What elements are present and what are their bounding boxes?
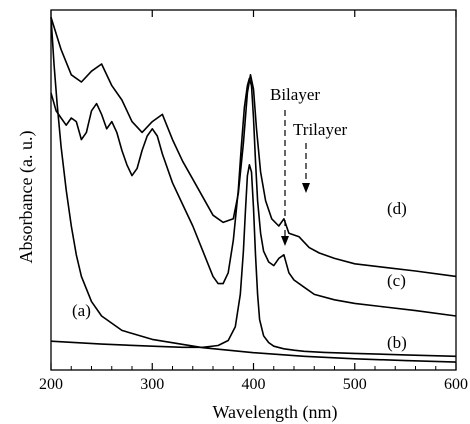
- series-b-line: [50, 164, 457, 358]
- x-tick-label: 500: [343, 376, 367, 393]
- x-axis-ticks: 200 300 400 500 600: [39, 10, 468, 393]
- series-d-line: [50, 16, 457, 278]
- x-tick-label: 600: [444, 376, 468, 393]
- x-tick-label: 300: [140, 376, 164, 393]
- annotation-trilayer: Trilayer: [293, 120, 347, 139]
- annotation-bilayer: Bilayer: [270, 85, 320, 104]
- series-layer: [50, 16, 457, 363]
- trilayer-arrow-head: [302, 183, 310, 193]
- curve-label-d: (d): [387, 199, 407, 218]
- plot-border: [50, 9, 457, 371]
- x-axis-label: Wavelength (nm): [212, 402, 337, 423]
- curve-label-b: (b): [387, 333, 407, 352]
- curve-label-c: (c): [387, 271, 406, 290]
- series-a-line: [50, 17, 457, 363]
- y-axis-label: Absorbance (a. u.): [16, 131, 37, 264]
- bilayer-arrow-head: [281, 236, 289, 246]
- curve-label-a: (a): [72, 301, 91, 320]
- x-tick-label: 400: [242, 376, 266, 393]
- x-tick-label: 200: [39, 376, 63, 393]
- series-c-line: [50, 77, 457, 317]
- plot-frame: [50, 9, 457, 371]
